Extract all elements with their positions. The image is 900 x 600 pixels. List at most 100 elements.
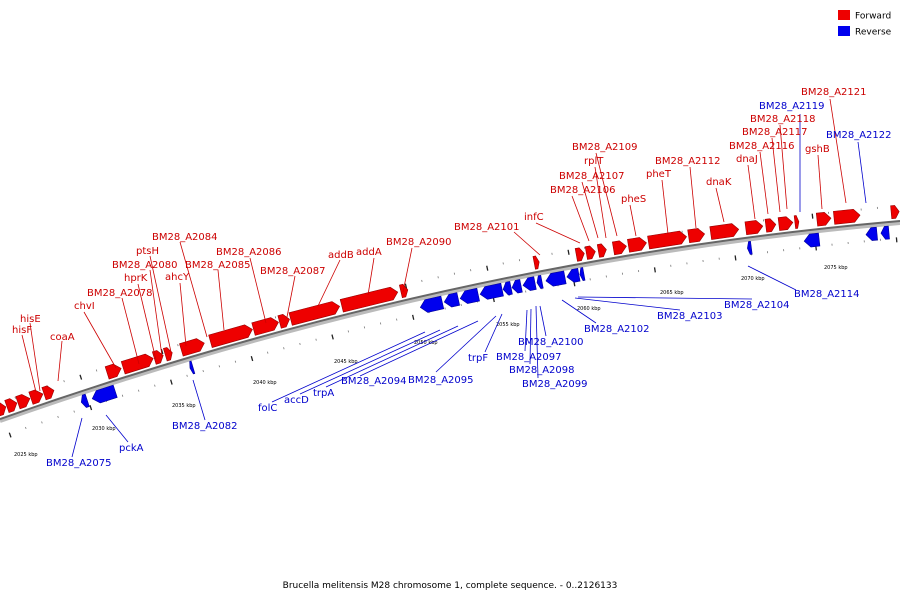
tick-label: 2025 kbp bbox=[14, 452, 38, 458]
gene-label: ahcY bbox=[165, 272, 190, 283]
gene-label: BM28_A2112 bbox=[655, 156, 721, 167]
leader-line bbox=[192, 379, 206, 421]
scale-tick bbox=[160, 348, 164, 355]
forward-gene-arrow bbox=[120, 353, 154, 375]
tick-label: 2070 kbp bbox=[741, 276, 765, 282]
forward-gene-arrow bbox=[764, 218, 777, 233]
gene-label: BM28_A2085 bbox=[185, 260, 251, 271]
reverse-gene-arrow bbox=[511, 279, 523, 294]
leader-line bbox=[689, 166, 697, 229]
gene-label: BM28_A2090 bbox=[386, 237, 452, 248]
gene-label: BM28_A2104 bbox=[724, 300, 790, 311]
leader-line bbox=[435, 315, 497, 373]
gene-label: BM28_A2087 bbox=[260, 266, 326, 277]
leader-line bbox=[21, 334, 37, 393]
leader-line bbox=[271, 331, 426, 403]
forward-gene-arrow bbox=[0, 402, 7, 417]
tick-label: 2075 kbp bbox=[824, 265, 848, 271]
forward-gene-arrow bbox=[4, 398, 18, 414]
reverse-gene-arrow bbox=[91, 384, 118, 404]
scale-tick bbox=[25, 426, 27, 430]
leader-line bbox=[857, 141, 867, 204]
scale-tick bbox=[315, 338, 317, 341]
reverse-gene-arrow bbox=[443, 292, 461, 308]
scale-tick bbox=[121, 394, 124, 397]
reverse-gene-arrow bbox=[579, 267, 586, 281]
forward-gene-arrow bbox=[596, 243, 607, 258]
gene-label: BM28_A2078 bbox=[87, 288, 153, 299]
legend-swatch-reverse bbox=[838, 26, 850, 36]
leader-line bbox=[529, 308, 532, 365]
scale-tick bbox=[234, 360, 237, 363]
forward-gene-arrow bbox=[162, 347, 173, 362]
gene-label: addA bbox=[356, 247, 382, 258]
leader-line bbox=[137, 283, 157, 361]
leader-line bbox=[121, 297, 140, 365]
gene-label: BM28_A2117 bbox=[742, 127, 808, 138]
gene-label: folC bbox=[258, 403, 277, 414]
leader-line bbox=[484, 313, 503, 353]
leader-line bbox=[581, 181, 599, 239]
gene-label: BM28_A2095 bbox=[408, 375, 474, 386]
reverse-gene-arrow bbox=[803, 232, 821, 248]
gene-label: trpA bbox=[313, 388, 334, 399]
legend-label-forward: Forward bbox=[855, 12, 891, 22]
scale-tick bbox=[283, 347, 285, 350]
gene-label: BM28_A2080 bbox=[112, 260, 178, 271]
gene-label: BM28_A2119 bbox=[759, 101, 825, 112]
scale-tick bbox=[811, 213, 814, 219]
gene-label: BM28_A2094 bbox=[341, 376, 407, 387]
forward-gene-arrow bbox=[28, 389, 44, 405]
gene-label: BM28_A2100 bbox=[518, 337, 584, 348]
leader-line bbox=[571, 195, 590, 242]
legend-label-reverse: Reverse bbox=[855, 28, 892, 38]
scale-tick bbox=[202, 369, 204, 373]
tick-label: 2055 kbp bbox=[496, 322, 520, 328]
gene-label: ptsH bbox=[136, 246, 159, 257]
scale-tick bbox=[299, 342, 301, 345]
reverse-gene-arrow bbox=[479, 282, 504, 300]
forward-gene-arrow bbox=[532, 255, 540, 270]
reverse-gene-arrow bbox=[545, 270, 567, 287]
leader-line bbox=[715, 187, 725, 223]
gene-label: BM28_A2114 bbox=[794, 289, 860, 300]
tick-label: 2030 kbp bbox=[92, 426, 116, 432]
gene-label: chvI bbox=[74, 301, 95, 312]
leader-line bbox=[179, 282, 187, 347]
tick-label: 2065 kbp bbox=[660, 290, 684, 296]
leader-line bbox=[594, 166, 607, 239]
gene-label: BM28_A2084 bbox=[152, 232, 218, 243]
scale-tick bbox=[186, 374, 188, 377]
gene-label: BM28_A2121 bbox=[801, 87, 867, 98]
leader-line bbox=[513, 231, 541, 256]
leader-line bbox=[747, 164, 756, 220]
gene-label: accD bbox=[284, 395, 309, 406]
tick-label: 2040 kbp bbox=[253, 380, 277, 386]
gene-label: BM28_A2103 bbox=[657, 311, 723, 322]
reverse-gene-arrow bbox=[502, 281, 513, 296]
backbone bbox=[0, 220, 900, 420]
gene-label: BM28_A2098 bbox=[509, 365, 575, 376]
leader-line bbox=[817, 154, 823, 210]
gene-features bbox=[0, 205, 900, 417]
scale-tick bbox=[411, 314, 415, 320]
leader-line bbox=[535, 305, 539, 379]
legend: Forward Reverse bbox=[838, 10, 892, 38]
leader-line bbox=[535, 222, 581, 244]
scale-tick bbox=[170, 379, 173, 385]
gene-label: BM28_A2082 bbox=[172, 421, 238, 432]
gene-label: BM28_A2106 bbox=[550, 185, 616, 196]
gene-label: coaA bbox=[50, 332, 75, 343]
leader-line bbox=[574, 297, 681, 311]
reverse-gene-arrow bbox=[536, 274, 544, 289]
forward-gene-arrow bbox=[208, 324, 253, 348]
forward-gene-arrow bbox=[574, 247, 585, 262]
forward-gene-arrow bbox=[777, 216, 794, 231]
reverse-gene-arrow bbox=[459, 287, 480, 304]
gene-label: BM28_A2118 bbox=[750, 114, 816, 125]
leader-line bbox=[367, 257, 375, 296]
scale-tick bbox=[57, 415, 59, 419]
forward-gene-arrow bbox=[339, 286, 399, 313]
leader-line bbox=[829, 98, 847, 204]
